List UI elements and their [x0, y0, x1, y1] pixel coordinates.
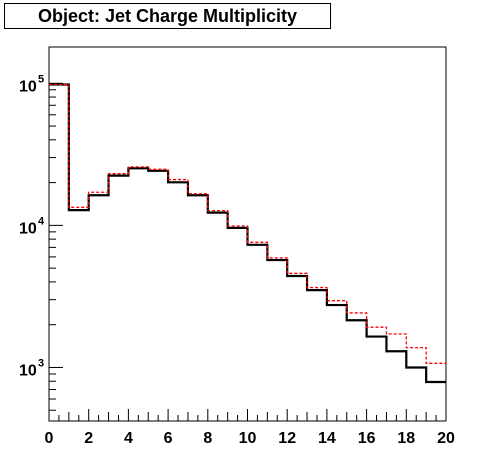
x-tick-label: 0: [45, 430, 54, 447]
y-tick-label-base: 10: [19, 78, 37, 95]
x-tick-label: 2: [84, 430, 93, 447]
x-tick-label: 8: [203, 430, 212, 447]
x-tick-label: 16: [358, 430, 376, 447]
y-tick-label-base: 10: [19, 362, 37, 379]
x-tick-label: 12: [278, 430, 296, 447]
x-tick-label: 10: [239, 430, 257, 447]
x-tick-label: 18: [397, 430, 415, 447]
y-tick-label-exponent: 4: [38, 215, 45, 227]
x-tick-label: 14: [318, 430, 336, 447]
chart-title: Object: Jet Charge Multiplicity: [37, 5, 298, 26]
x-tick-label: 4: [124, 430, 133, 447]
x-tick-label: 6: [164, 430, 173, 447]
x-tick-label: 20: [437, 430, 455, 447]
y-tick-label-exponent: 3: [38, 357, 44, 369]
y-tick-label-base: 10: [19, 220, 37, 237]
chart-title-box: Object: Jet Charge Multiplicity: [4, 3, 331, 29]
histogram-series-dashed: [49, 83, 446, 364]
y-tick-label-exponent: 5: [38, 73, 44, 85]
